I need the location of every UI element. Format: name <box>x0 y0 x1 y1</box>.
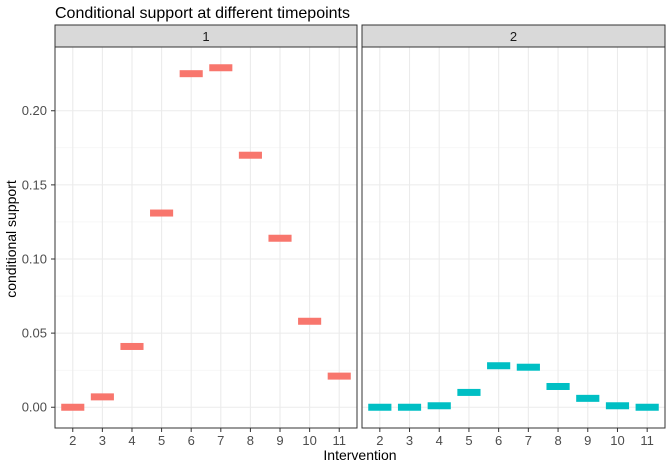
x-tick-label: 7 <box>217 433 224 448</box>
panel-border <box>54 46 358 429</box>
x-tick-label: 7 <box>525 433 532 448</box>
data-bar <box>61 403 85 411</box>
facet-panel-1: 1 2 3 4 5 6 7 8 9 10 11 <box>54 24 358 448</box>
y-tick-label: 0.10 <box>22 251 47 266</box>
facet-strip-label: 2 <box>510 29 517 44</box>
panel-background <box>55 47 357 428</box>
y-axis: 0.00 0.05 0.10 0.15 0.20 <box>22 103 55 415</box>
data-bar <box>238 151 262 159</box>
data-bar <box>298 317 322 325</box>
facet-panel-2: 2 2 3 4 5 6 7 8 9 10 11 <box>361 24 666 448</box>
x-tick-label: 10 <box>610 433 624 448</box>
data-bar <box>397 403 422 411</box>
x-tick-label: 9 <box>276 433 283 448</box>
x-tick-label: 4 <box>436 433 443 448</box>
data-bar <box>268 234 292 242</box>
x-tick-label: 8 <box>554 433 561 448</box>
data-bar <box>368 403 392 411</box>
y-tick-label: 0.20 <box>22 103 47 118</box>
data-bar <box>327 372 351 380</box>
x-tick-label: 5 <box>158 433 165 448</box>
x-tick-label: 9 <box>584 433 591 448</box>
data-bar <box>150 209 174 217</box>
data-bar <box>209 64 233 72</box>
x-tick-label: 11 <box>640 433 654 448</box>
facet-strip-label: 1 <box>202 29 209 44</box>
data-bar <box>179 70 203 78</box>
x-tick-label: 8 <box>247 433 254 448</box>
x-tick-label: 3 <box>99 433 106 448</box>
data-bar <box>605 402 630 410</box>
data-bar <box>427 402 451 410</box>
x-tick-label: 11 <box>332 433 346 448</box>
data-bar <box>516 363 540 371</box>
y-axis-title: conditional support <box>3 180 19 298</box>
data-bar <box>457 388 481 396</box>
x-tick-label: 2 <box>69 433 76 448</box>
chart-title: Conditional support at different timepoi… <box>55 5 350 22</box>
x-tick-label: 10 <box>302 433 316 448</box>
x-tick-label: 2 <box>376 433 383 448</box>
y-tick-label: 0.15 <box>22 177 47 192</box>
panel-border <box>361 46 666 429</box>
data-bar <box>635 403 659 411</box>
x-tick-label: 6 <box>188 433 195 448</box>
data-bar <box>546 382 570 390</box>
x-tick-label: 5 <box>465 433 472 448</box>
x-axis-title: Intervention <box>323 447 396 463</box>
x-tick-label: 3 <box>406 433 413 448</box>
y-tick-label: 0.05 <box>22 326 47 341</box>
data-bar <box>90 393 114 401</box>
data-bar <box>487 362 511 370</box>
facet-panels: 1 2 3 4 5 6 7 8 9 10 11 2 2 3 4 5 6 7 8 9 10 11 <box>54 24 666 448</box>
x-tick-label: 6 <box>495 433 502 448</box>
data-bar <box>120 342 144 350</box>
data-bar <box>576 394 600 402</box>
panel-background <box>362 47 665 428</box>
x-tick-label: 4 <box>128 433 135 448</box>
y-tick-label: 0.00 <box>22 400 47 415</box>
